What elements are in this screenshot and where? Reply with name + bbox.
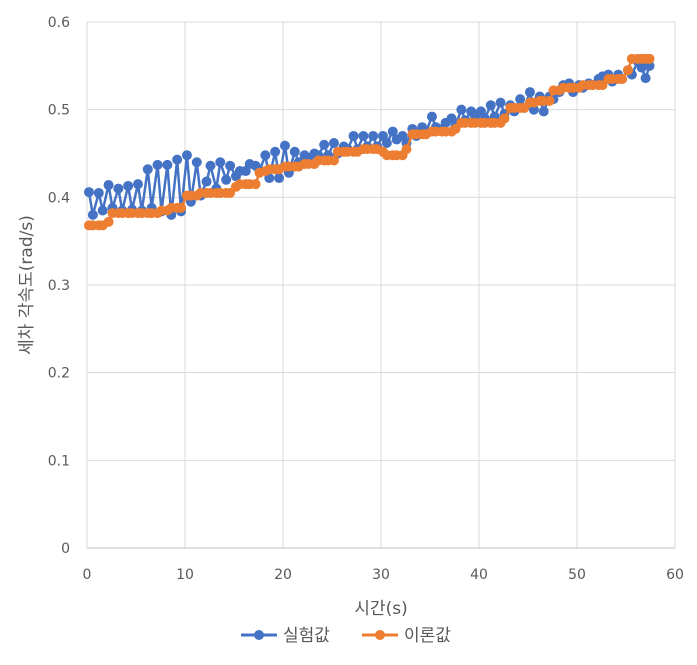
series-layer [83,53,655,231]
series-1-point [515,94,526,105]
series-1-point [123,180,134,191]
legend-label-series-2: 이론값 [404,626,451,646]
x-tick-label: 10 [176,567,194,583]
legend: 실험값 이론값 [241,626,451,646]
series-1-point [456,104,467,115]
y-axis-title: 세차 각속도(rad/s) [17,215,37,355]
series-1-point [381,137,392,148]
series-1-point [191,157,202,168]
y-tick-label: 0.6 [48,15,70,31]
series-1-point [172,154,183,165]
series-1-point [215,157,226,168]
x-tick-label: 40 [470,567,488,583]
series-1-point [495,97,506,108]
series-1-point [387,126,398,137]
series-1-point [270,146,281,157]
x-tick-label: 0 [83,567,92,583]
series-1-point [103,180,114,191]
series-2-point [103,216,114,227]
series-2-point [328,155,339,166]
series-1-point [279,140,290,151]
series-2-point [401,144,412,155]
series-1-point [538,106,549,117]
series-2 [83,53,655,231]
series-1-point [221,174,232,185]
series-2-point [176,202,187,213]
legend-marker-series-1 [254,630,264,640]
series-2-point [644,53,655,64]
series-1-point [142,164,153,175]
series-1-point [636,62,647,73]
x-axis-title: 시간(s) [354,599,407,619]
series-1-point [162,159,173,170]
series-1-point [87,209,98,220]
series-1-point [152,159,163,170]
series-1-point [426,111,437,122]
y-tick-label: 0.4 [48,190,70,206]
series-2-point [622,65,633,76]
x-tick-label: 30 [372,567,390,583]
x-tick-label: 50 [568,567,586,583]
y-tick-label: 0.1 [48,453,70,469]
series-2-point [250,179,261,190]
series-1-point [260,150,271,161]
y-tick-label: 0.5 [48,103,70,119]
axes [86,22,675,549]
series-1-point [201,176,212,187]
series-1-point [368,130,379,141]
series-1-point [225,160,236,171]
series-1-point [83,187,94,198]
series-1-point [113,183,124,194]
tick-labels: 0 0.1 0.2 0.3 0.4 0.5 0.6 0 10 20 30 40 50 60 [48,15,684,583]
series-2-point [544,95,555,106]
y-tick-label: 0.2 [48,366,70,382]
legend-marker-series-2 [375,630,385,640]
y-tick-label: 0 [61,541,70,557]
series-1-point [485,100,496,111]
series-1-point [181,150,192,161]
legend-label-series-1: 실험값 [283,626,330,646]
series-1-point [274,173,285,184]
series-1-point [97,205,108,216]
series-1-point [132,179,143,190]
series-1-point [289,146,300,157]
series-1-point [348,130,359,141]
x-tick-label: 20 [274,567,292,583]
series-1-point [93,187,104,198]
y-tick-label: 0.3 [48,278,70,294]
series-2-point [499,113,510,124]
x-tick-label: 60 [666,567,684,583]
series-1-point [640,73,651,84]
series-1-point [358,130,369,141]
series-1-point [328,137,339,148]
series-1-point [524,87,535,98]
series-1-point [319,139,330,150]
series-1-point [205,160,216,171]
series-2-point [617,73,628,84]
